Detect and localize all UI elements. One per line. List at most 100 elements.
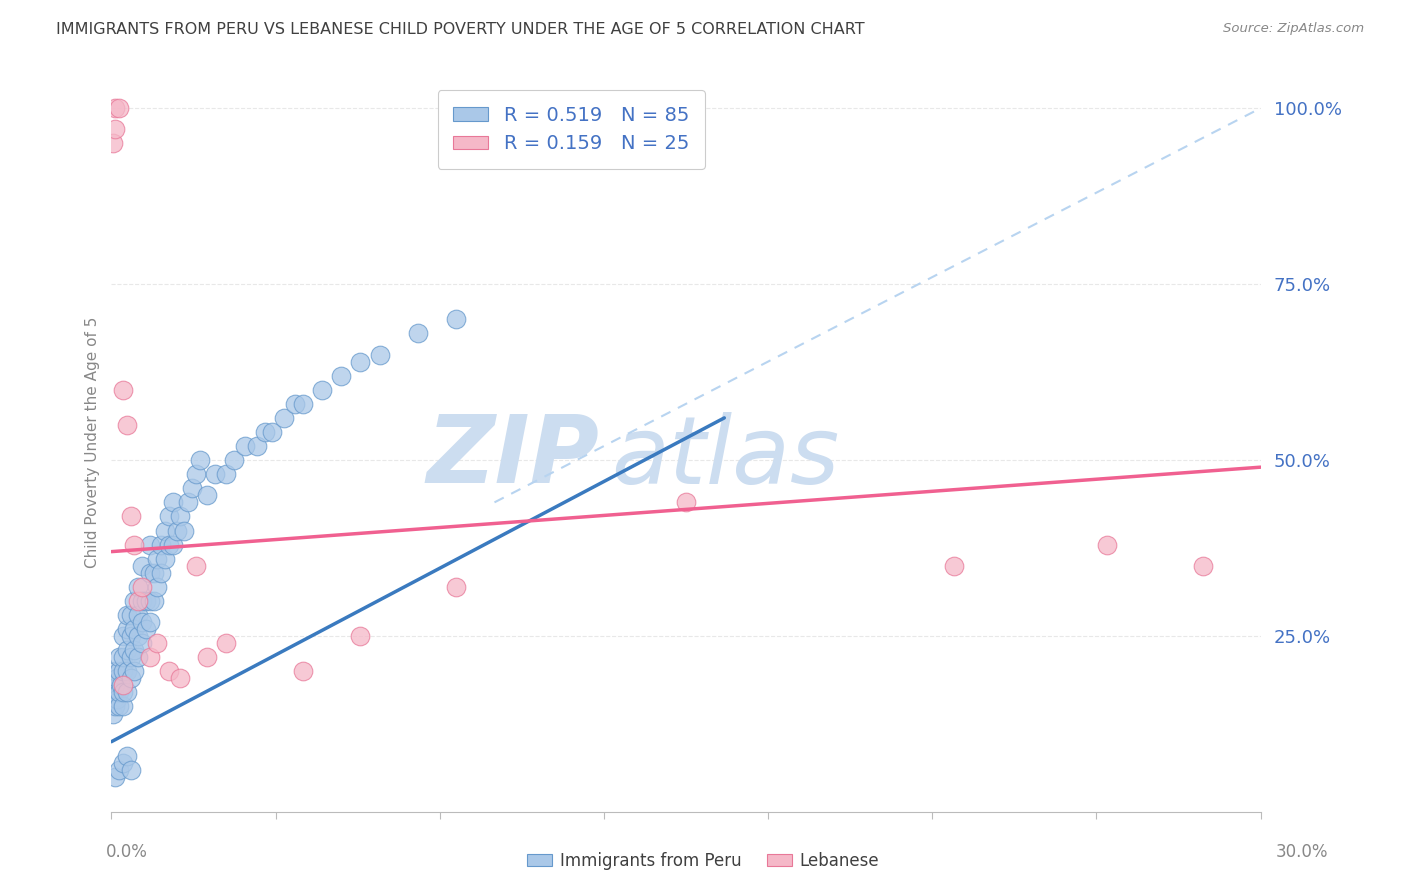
Point bbox=[262, 425, 284, 439]
Point bbox=[330, 368, 353, 383]
Point bbox=[284, 397, 307, 411]
Point bbox=[177, 495, 200, 509]
Point bbox=[173, 524, 195, 538]
Point bbox=[127, 650, 149, 665]
Point bbox=[291, 665, 314, 679]
Point bbox=[120, 671, 142, 685]
Point bbox=[349, 629, 371, 643]
Point bbox=[108, 650, 131, 665]
Point bbox=[153, 551, 176, 566]
Point bbox=[115, 607, 138, 622]
Text: ZIP: ZIP bbox=[427, 411, 600, 503]
Point bbox=[127, 629, 149, 643]
Point bbox=[104, 678, 127, 692]
Point bbox=[215, 467, 238, 482]
Point bbox=[138, 538, 160, 552]
Point bbox=[108, 699, 131, 714]
Point bbox=[675, 495, 697, 509]
Point bbox=[153, 524, 176, 538]
Point bbox=[103, 706, 125, 721]
Point bbox=[138, 615, 160, 629]
Legend: R = 0.519   N = 85, R = 0.159   N = 25: R = 0.519 N = 85, R = 0.159 N = 25 bbox=[437, 90, 704, 169]
Point bbox=[142, 594, 165, 608]
Point bbox=[135, 594, 157, 608]
Point bbox=[111, 383, 134, 397]
Point bbox=[253, 425, 276, 439]
Point bbox=[108, 685, 131, 699]
Point bbox=[169, 509, 191, 524]
Point bbox=[184, 467, 207, 482]
Point bbox=[115, 685, 138, 699]
Point bbox=[124, 643, 146, 657]
Point bbox=[169, 671, 191, 685]
Point bbox=[127, 580, 149, 594]
Point bbox=[138, 594, 160, 608]
Point bbox=[311, 383, 333, 397]
Point bbox=[162, 538, 184, 552]
Point bbox=[222, 453, 245, 467]
Point bbox=[150, 566, 173, 580]
Point bbox=[111, 650, 134, 665]
Point bbox=[115, 643, 138, 657]
Text: 0.0%: 0.0% bbox=[105, 843, 148, 861]
Point bbox=[103, 136, 125, 151]
Text: atlas: atlas bbox=[612, 412, 839, 503]
Point bbox=[131, 615, 153, 629]
Point bbox=[108, 763, 131, 777]
Point bbox=[108, 665, 131, 679]
Point bbox=[146, 551, 169, 566]
Point bbox=[124, 665, 146, 679]
Point bbox=[184, 558, 207, 573]
Point bbox=[111, 678, 134, 692]
Point bbox=[138, 566, 160, 580]
Point bbox=[138, 650, 160, 665]
Point bbox=[368, 347, 391, 361]
Point bbox=[235, 439, 257, 453]
Point bbox=[444, 312, 467, 326]
Point bbox=[115, 665, 138, 679]
Point bbox=[131, 580, 153, 594]
Point bbox=[406, 326, 429, 341]
Point bbox=[110, 678, 132, 692]
Point bbox=[104, 770, 127, 784]
Point bbox=[204, 467, 226, 482]
Point bbox=[111, 756, 134, 770]
Point bbox=[104, 665, 127, 679]
Point bbox=[115, 622, 138, 636]
Point bbox=[104, 101, 127, 115]
Point bbox=[166, 524, 188, 538]
Point bbox=[943, 558, 966, 573]
Point bbox=[146, 580, 169, 594]
Point bbox=[131, 594, 153, 608]
Point bbox=[188, 453, 211, 467]
Point bbox=[105, 692, 128, 706]
Point bbox=[195, 488, 218, 502]
Point bbox=[104, 699, 127, 714]
Point bbox=[120, 607, 142, 622]
Point bbox=[1097, 538, 1119, 552]
Point bbox=[111, 665, 134, 679]
Point bbox=[120, 509, 142, 524]
Point bbox=[108, 101, 131, 115]
Point bbox=[124, 594, 146, 608]
Point bbox=[131, 558, 153, 573]
Point bbox=[146, 636, 169, 650]
Point bbox=[120, 650, 142, 665]
Point bbox=[127, 607, 149, 622]
Point bbox=[111, 685, 134, 699]
Point bbox=[124, 538, 146, 552]
Legend: Immigrants from Peru, Lebanese: Immigrants from Peru, Lebanese bbox=[520, 846, 886, 877]
Point bbox=[120, 763, 142, 777]
Point bbox=[291, 397, 314, 411]
Point bbox=[157, 509, 180, 524]
Point bbox=[142, 566, 165, 580]
Text: Source: ZipAtlas.com: Source: ZipAtlas.com bbox=[1223, 22, 1364, 36]
Point bbox=[105, 671, 128, 685]
Point bbox=[115, 417, 138, 432]
Point bbox=[195, 650, 218, 665]
Point bbox=[246, 439, 269, 453]
Point bbox=[157, 538, 180, 552]
Point bbox=[131, 636, 153, 650]
Point bbox=[124, 622, 146, 636]
Point bbox=[135, 622, 157, 636]
